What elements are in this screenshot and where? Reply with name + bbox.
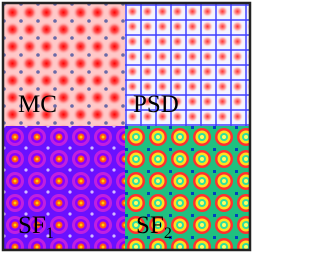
figure: MC PSD SF1 SF2 xyxy=(0,0,253,253)
label-subscript: 1 xyxy=(46,225,54,242)
label-text: MC xyxy=(18,91,57,118)
frame xyxy=(1,1,252,252)
panel-psd xyxy=(125,4,249,126)
panel-sf1 xyxy=(4,126,125,249)
panel-label: MC xyxy=(18,91,57,118)
panel-label: PSD xyxy=(133,91,179,118)
panel-label: SF2 xyxy=(136,212,172,242)
panel-sf2 xyxy=(125,126,249,249)
panel-label: SF1 xyxy=(18,212,54,242)
label-text: SF xyxy=(136,212,164,239)
label-subscript: 2 xyxy=(164,225,172,242)
panel-mc xyxy=(4,4,125,126)
label-text: SF xyxy=(18,212,46,239)
label-text: PSD xyxy=(133,91,179,118)
